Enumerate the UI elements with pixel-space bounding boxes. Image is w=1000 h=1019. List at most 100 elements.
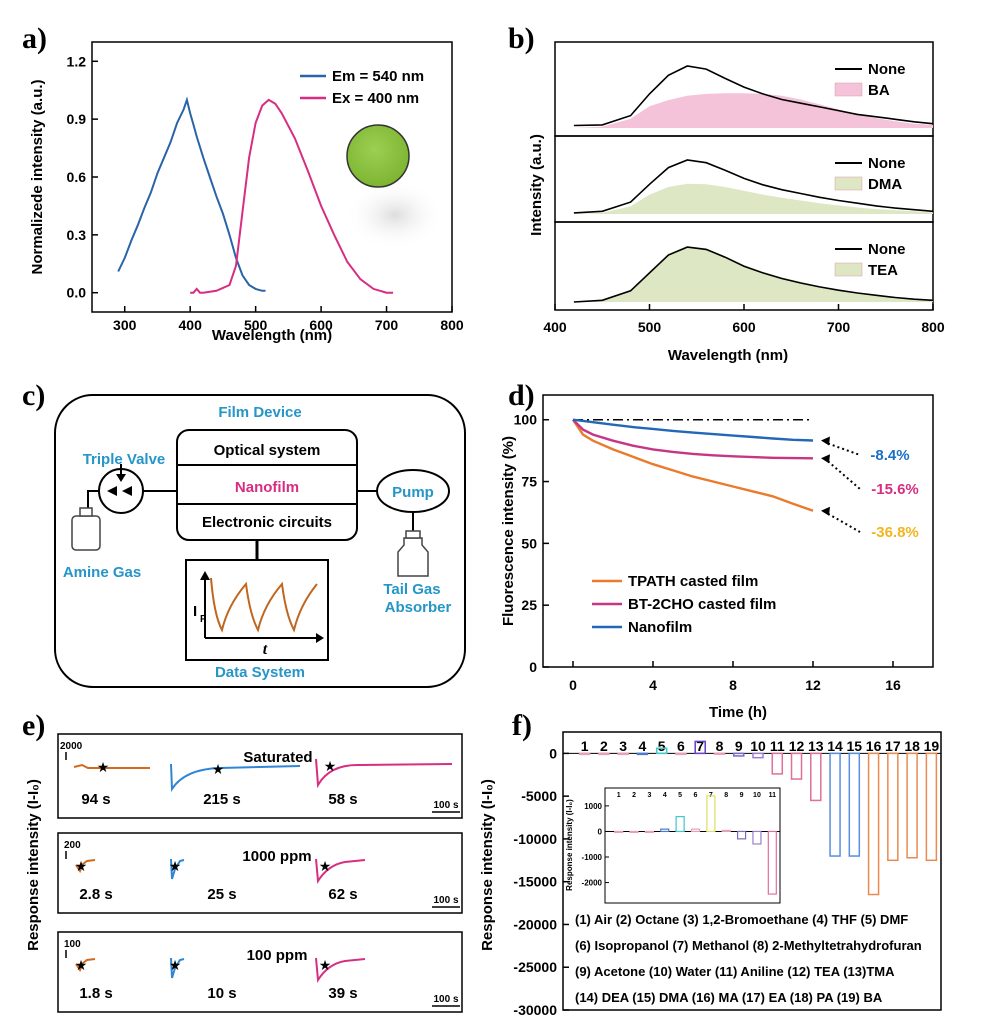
panel-label-a: a) — [22, 22, 47, 55]
category-label: 11 — [770, 738, 785, 754]
inset-bar-3 — [644, 830, 655, 834]
inset-category-label: 8 — [724, 792, 728, 799]
bar-2 — [598, 752, 610, 756]
response-time-label: 25 s — [207, 886, 236, 903]
x-tick-label: 400 — [179, 317, 203, 333]
category-label: 10 — [750, 738, 766, 754]
x-tick-label: 700 — [827, 319, 851, 335]
y-tick-label: -25000 — [513, 959, 557, 975]
bar-18 — [906, 752, 918, 859]
bar-15 — [848, 752, 861, 857]
x-tick-label: 700 — [375, 317, 399, 333]
inset-bar-4 — [660, 828, 670, 833]
nanofilm-label: Nanofilm — [235, 479, 299, 496]
inset-category-label: 10 — [753, 792, 761, 799]
device-outline — [54, 394, 466, 688]
if-subscript: F — [200, 614, 206, 625]
trace-1 — [73, 763, 150, 769]
bar-11 — [771, 752, 784, 775]
annotation-label-3: -36.8% — [871, 524, 919, 541]
inset-bar-2 — [629, 830, 639, 834]
x-tick-label: 400 — [543, 319, 567, 335]
panel-label-f: f) — [512, 709, 532, 742]
panel-label-b: b) — [508, 22, 535, 55]
panel-f-legend-line-3: (9) Acetone (10) Water (11) Aniline (12)… — [575, 964, 895, 979]
inset-y-tick-label: -2000 — [582, 879, 603, 888]
time-scale-label: 100 s — [433, 994, 458, 1005]
series-line-1 — [117, 96, 266, 292]
response-time-label: 10 s — [207, 985, 236, 1002]
category-label: 7 — [696, 738, 704, 754]
category-label: 3 — [619, 738, 627, 754]
legend-label-3: Nanofilm — [628, 619, 692, 636]
bottle-cap-icon — [79, 507, 93, 517]
x-tick-label: 4 — [649, 677, 657, 693]
series-line-3 — [572, 418, 814, 442]
category-label: 17 — [885, 738, 901, 754]
bar-7 — [694, 740, 706, 755]
x-tick-label: 800 — [440, 317, 464, 333]
trace-3 — [315, 957, 366, 984]
legend-none-label: None — [868, 241, 906, 258]
bar-14 — [829, 752, 841, 857]
time-scale-label: 100 s — [433, 800, 458, 811]
pipe-bottle-valve — [87, 490, 99, 510]
x-tick-label: 0 — [569, 677, 577, 693]
trace-2 — [170, 957, 185, 979]
category-label: 14 — [827, 738, 843, 754]
x-tick-label: 300 — [113, 317, 137, 333]
data-y-arrow-icon — [200, 571, 210, 580]
annotation-leader — [827, 512, 861, 533]
annotation-arrow-icon — [821, 506, 830, 516]
x-tick-label: 500 — [244, 317, 268, 333]
y-tick-label: 0.0 — [67, 285, 87, 301]
panel-b-xlabel: Wavelength (nm) — [668, 347, 788, 364]
series-line-2 — [572, 418, 814, 460]
y-tick-label: 75 — [521, 474, 537, 490]
data-system-label: Data System — [215, 664, 305, 681]
inset-category-label: 4 — [663, 792, 667, 799]
photo-shadow-graphic — [345, 180, 445, 250]
absorber-label: Absorber — [385, 599, 452, 616]
response-star-icon: ★ — [319, 858, 332, 874]
category-label: 6 — [677, 738, 685, 754]
y-tick-label: 0 — [549, 745, 557, 761]
category-label: 5 — [658, 738, 666, 754]
panel-a-xlabel: Wavelength (nm) — [212, 327, 332, 344]
panel-f-legend-line-1: (1) Air (2) Octane (3) 1,2-Bromoethane (… — [575, 912, 908, 927]
inset-category-label: 6 — [694, 792, 698, 799]
sample-fill-area-1 — [573, 93, 933, 128]
panel-label-e: e) — [22, 709, 45, 742]
panel-a-chart: Wavelength (nm) Normalizede intensity (a… — [29, 41, 464, 344]
none-line-3 — [573, 246, 934, 303]
sample-fill-area-2 — [573, 183, 933, 214]
panel-f-legend-line-4: (14) DEA (15) DMA (16) MA (17) EA (18) P… — [575, 990, 883, 1005]
y-tick-label: 0.6 — [67, 169, 87, 185]
panel-f-chart: Response intensity (I-I₀) (1) Air (2) Oc… — [479, 731, 942, 1018]
trace-3 — [315, 858, 366, 885]
panel-f-frame — [562, 731, 942, 1011]
time-scale-label: 100 s — [433, 895, 458, 906]
absorber-flask-icon — [397, 537, 429, 577]
response-star-icon: ★ — [169, 957, 182, 973]
legend-fill-label: TEA — [868, 262, 898, 279]
t-label: t — [263, 641, 268, 658]
bar-13 — [810, 752, 822, 802]
bar-9 — [732, 752, 745, 757]
inset-y-tick-label: 1000 — [584, 802, 602, 811]
category-label: 2 — [600, 738, 608, 754]
legend-none-label: None — [868, 61, 906, 78]
response-time-label: 2.8 s — [79, 886, 112, 903]
response-star-icon: ★ — [212, 761, 225, 777]
y-tick-label: 0 — [529, 659, 537, 675]
response-star-icon: ★ — [169, 858, 182, 874]
trace-3 — [315, 758, 453, 789]
bar-19 — [925, 752, 938, 862]
annotation-label-1: -8.4% — [870, 447, 909, 464]
annotation-arrow-icon — [821, 454, 830, 464]
panel-e-chart: Response intensity (I-I₀) 2000 Saturated 1… — [25, 733, 463, 1013]
legend-none-label: None — [868, 155, 906, 172]
subpanel-title: Saturated — [243, 749, 312, 766]
response-time-label: 58 s — [328, 791, 357, 808]
panel-c-schematic: Film Device Optical system Nanofilm Elec… — [54, 394, 466, 688]
